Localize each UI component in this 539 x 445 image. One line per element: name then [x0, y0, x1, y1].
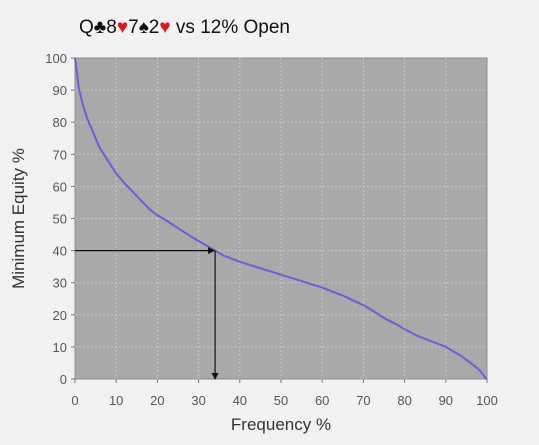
- y-tick-label: 40: [53, 244, 67, 259]
- title-part: vs 12% Open: [170, 17, 290, 38]
- x-axis-ticks: 0 10 20 30 40 50 60 70 80 90 100: [71, 379, 498, 408]
- x-tick-label: 70: [356, 393, 370, 408]
- title-part: 7: [128, 17, 139, 38]
- x-tick-label: 80: [397, 393, 411, 408]
- x-tick-label: 0: [71, 393, 78, 408]
- y-tick-label: 90: [53, 83, 67, 98]
- y-tick-label: 80: [53, 115, 67, 130]
- title-part: Q: [79, 17, 94, 38]
- x-tick-label: 100: [476, 393, 498, 408]
- equity-curve: [74, 57, 488, 380]
- x-tick-label: 10: [109, 393, 123, 408]
- y-axis-ticks: 0 10 20 30 40 50 60 70 80 90 100: [45, 51, 75, 387]
- y-tick-label: 100: [45, 51, 67, 66]
- x-tick-label: 30: [191, 393, 205, 408]
- y-tick-label: 60: [53, 179, 67, 194]
- y-tick-label: 10: [53, 340, 67, 355]
- y-axis-label: Minimum Equity %: [9, 148, 28, 289]
- title-part: 2: [148, 17, 160, 38]
- x-tick-label: 60: [315, 393, 329, 408]
- y-tick-label: 0: [60, 372, 67, 387]
- annotation-arrows: [75, 247, 219, 380]
- y-tick-label: 30: [53, 276, 67, 291]
- title-part: ♠: [138, 17, 149, 38]
- x-tick-label: 40: [233, 393, 247, 408]
- horizontal-arrow-head: [208, 247, 216, 255]
- y-tick-label: 20: [53, 308, 67, 323]
- x-tick-label: 20: [150, 393, 164, 408]
- title-part: 8: [106, 17, 117, 38]
- chart-title: Q♣8♥7♠2♥ vs 12% Open: [79, 17, 290, 39]
- y-tick-label: 70: [53, 147, 67, 162]
- y-tick-label: 50: [53, 212, 67, 227]
- title-part: ♥: [116, 17, 129, 38]
- x-tick-label: 50: [274, 393, 288, 408]
- x-tick-label: 90: [439, 393, 453, 408]
- x-axis-label: Frequency %: [231, 415, 331, 434]
- vertical-arrow-head: [211, 373, 219, 380]
- title-part: ♥: [159, 17, 171, 38]
- title-part: ♣: [93, 17, 107, 38]
